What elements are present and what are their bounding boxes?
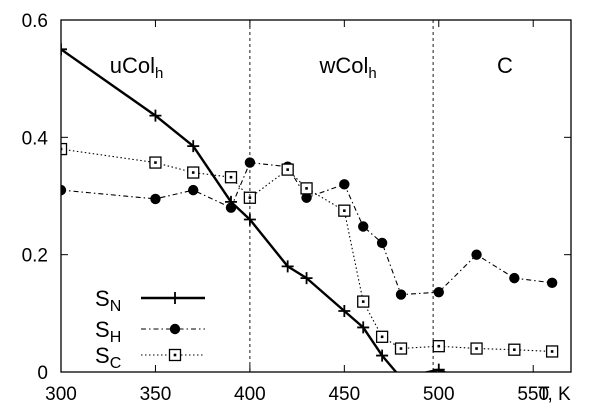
labels-layer: 300 350 400 450 500 550 0 0.2 0.4 0.6 T, K uColh wCo… [22, 11, 571, 405]
legend-label-H: SH [95, 317, 121, 346]
data-point-N-6 [300, 272, 313, 285]
legend-marker-C-center [173, 353, 177, 357]
data-point-N-5 [281, 260, 294, 273]
data-point-N-2 [187, 140, 200, 153]
data-point-C-2 [187, 166, 200, 179]
data-point-C-5 [281, 163, 294, 176]
data-point-C-10 [394, 342, 408, 355]
legend-marker-H [169, 323, 181, 335]
data-point-H-6 [301, 192, 312, 203]
data-point-C-1-center [154, 161, 157, 164]
data-point-C-3 [224, 171, 238, 184]
data-point-C-9 [375, 330, 389, 343]
data-point-C-6-center [305, 187, 308, 190]
x-tick-label: 500 [423, 384, 455, 405]
data-point-C-7 [338, 204, 351, 217]
data-point-H-8 [358, 221, 369, 232]
data-point-C-14-center [550, 350, 554, 353]
data-point-H-13 [509, 272, 520, 284]
data-point-H-2 [188, 184, 199, 196]
region-label-0: uColh [110, 53, 164, 82]
data-point-N-1 [149, 109, 162, 122]
data-point-H-0 [61, 184, 67, 196]
data-point-C-10-center [399, 347, 403, 350]
x-tick-label: 350 [140, 384, 172, 405]
y-tick-label: 0 [37, 363, 48, 384]
data-point-C-4-center [248, 196, 252, 200]
data-point-C-12 [470, 342, 483, 355]
frame-layer [60, 19, 572, 373]
data-point-C-13-center [513, 348, 516, 352]
data-point-H-3 [225, 202, 237, 213]
x-tick-label: 550 [517, 384, 549, 405]
data-point-C-2-center [191, 171, 195, 174]
data-point-H-4 [244, 157, 256, 168]
data-point-C-12-center [475, 347, 478, 350]
legend-label-C: SC [95, 343, 121, 372]
data-point-H-10 [395, 289, 407, 300]
series-layer [61, 43, 559, 372]
legend-marker-C [168, 348, 182, 362]
data-point-H-14 [546, 277, 558, 289]
data-point-C-9-center [380, 335, 384, 339]
data-point-N-8 [357, 321, 370, 334]
plot-frame [60, 19, 572, 373]
data-point-C-14 [545, 345, 559, 358]
data-point-C-8-center [361, 300, 365, 303]
data-point-H-11 [433, 287, 444, 298]
data-point-N-7 [338, 304, 351, 317]
data-point-N-10 [400, 371, 402, 372]
data-point-H-12 [471, 249, 482, 260]
x-tick-label: 400 [234, 384, 266, 405]
x-axis-label: T, K [538, 384, 571, 405]
series-N [61, 43, 459, 372]
data-point-C-8 [357, 295, 370, 308]
series-line-C [61, 148, 553, 353]
y-tick-label: 0.4 [22, 128, 49, 149]
data-point-N-0 [61, 43, 67, 56]
data-point-C-7-center [343, 209, 346, 212]
region-label-2: C [497, 53, 513, 78]
data-point-C-6 [300, 182, 313, 195]
data-point-C-5-center [286, 168, 289, 171]
data-point-C-11-center [437, 344, 441, 348]
data-point-N-12 [456, 371, 459, 372]
data-point-C-13 [508, 343, 521, 356]
series-C [61, 142, 559, 358]
legend-marker-N [169, 292, 181, 304]
x-tick-label: 300 [45, 384, 77, 405]
data-point-C-4 [243, 191, 257, 204]
data-point-N-9 [376, 349, 389, 362]
region-label-1: wColh [318, 53, 376, 82]
x-tick-label: 450 [328, 384, 360, 405]
data-point-C-1 [149, 156, 162, 169]
data-point-C-0-outer [61, 142, 68, 156]
data-point-H-7 [339, 179, 350, 190]
y-tick-label: 0.6 [22, 11, 48, 32]
data-point-C-11 [432, 340, 445, 353]
legend-label-N: SN [95, 286, 121, 315]
data-point-H-9 [376, 237, 388, 249]
data-point-C-3-center [229, 175, 233, 179]
data-point-H-1 [150, 193, 161, 205]
y-tick-label: 0.2 [22, 246, 48, 267]
